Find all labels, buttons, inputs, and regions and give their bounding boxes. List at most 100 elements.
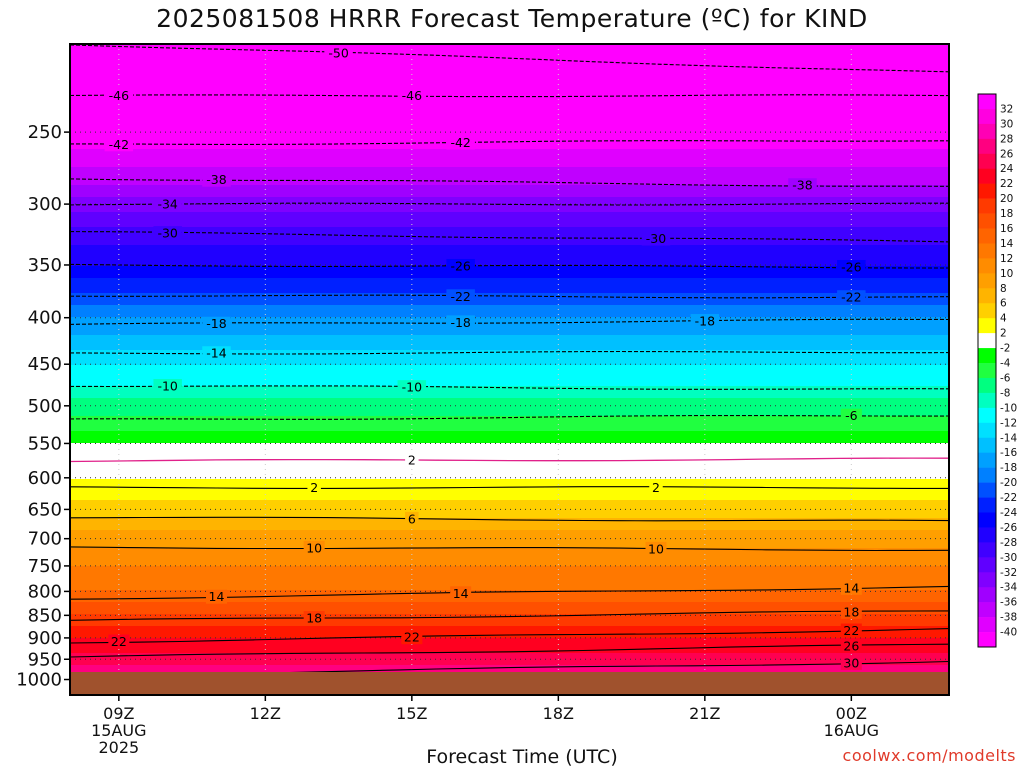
temperature-band	[70, 548, 949, 552]
temperature-band	[70, 260, 949, 264]
contour-label-background	[840, 408, 862, 423]
temperature-band	[70, 647, 949, 651]
colorbar-label: 6	[1000, 298, 1007, 310]
colorbar-swatch	[978, 138, 996, 155]
temperature-band	[70, 311, 949, 315]
temperature-band	[70, 173, 949, 177]
temperature-band	[70, 146, 949, 150]
temperature-band	[70, 383, 949, 387]
temperature-band	[70, 524, 949, 528]
temperature-band	[70, 494, 949, 498]
temperature-band	[70, 593, 949, 597]
contour-label-background	[303, 540, 325, 555]
temperature-band	[70, 452, 949, 456]
colorbar-label: 32	[1000, 103, 1013, 115]
colorbar-label: 4	[1000, 313, 1007, 325]
x-tick-label: 09Z	[103, 704, 134, 723]
temperature-band	[70, 92, 949, 96]
temperature-band	[70, 287, 949, 291]
contour-label-background	[104, 88, 134, 103]
temperature-band	[70, 158, 949, 162]
temperature-band	[70, 401, 949, 405]
colorbar-swatch	[978, 407, 996, 424]
temperature-band	[70, 113, 949, 117]
temperature-band	[70, 179, 949, 183]
temperature-band	[70, 137, 949, 141]
contour-line	[70, 385, 949, 390]
temperature-band	[70, 395, 949, 399]
temperature-band	[70, 620, 949, 624]
contour-label-background	[840, 604, 862, 619]
contour-label-background	[840, 623, 862, 638]
contour-label: -38	[792, 178, 812, 193]
temperature-band	[70, 161, 949, 165]
temperature-band	[70, 500, 949, 504]
y-tick-label: 950	[28, 649, 62, 670]
colorbar-swatch	[978, 258, 996, 274]
temperature-band	[70, 80, 949, 84]
contour-label: -38	[206, 172, 226, 187]
temperature-band	[70, 215, 949, 219]
temperature-band	[70, 662, 949, 666]
colorbar-label: 30	[1000, 118, 1013, 130]
colorbar-label: -26	[1000, 522, 1017, 534]
colorbar-label: -30	[1000, 552, 1017, 564]
temperature-band	[70, 149, 949, 153]
x-tick-label: 12Z	[250, 704, 281, 723]
contour-line	[70, 486, 949, 489]
contour-label: -18	[695, 314, 715, 329]
contour-line	[70, 415, 949, 420]
temperature-band	[70, 185, 949, 189]
temperature-band	[70, 464, 949, 468]
contour-label: -42	[450, 135, 470, 150]
temperature-band	[70, 77, 949, 81]
temperature-band	[70, 254, 949, 258]
temperature-band	[70, 125, 949, 129]
contour-line	[70, 140, 949, 145]
temperature-band	[70, 101, 949, 105]
temperature-band	[70, 353, 949, 357]
colorbar-label: -40	[1000, 627, 1017, 639]
temperature-band	[70, 119, 949, 123]
temperature-band	[70, 458, 949, 462]
temperature-band	[70, 545, 949, 549]
contour-label-background	[837, 259, 866, 274]
contour-label-background	[397, 88, 427, 103]
contour-label-background	[206, 589, 227, 604]
colorbar-swatch	[978, 228, 996, 244]
temperature-band	[70, 332, 949, 336]
contour-line	[70, 610, 949, 621]
temperature-band	[70, 530, 949, 534]
temperature-band	[70, 239, 949, 243]
contour-label: 22	[111, 634, 127, 649]
temperature-band	[70, 611, 949, 615]
contour-line	[70, 44, 949, 73]
contour-label: 2	[408, 453, 416, 468]
temperature-band	[70, 281, 949, 285]
temperature-band	[70, 479, 949, 483]
temperature-band	[70, 212, 949, 216]
contour-label: -18	[450, 315, 470, 330]
y-tick-label: 400	[28, 308, 62, 329]
temperature-band	[70, 188, 949, 192]
temperature-band	[70, 584, 949, 588]
colorbar-label: -18	[1000, 462, 1017, 474]
temperature-band	[70, 329, 949, 333]
temperature-band	[70, 371, 949, 375]
temperature-band	[70, 587, 949, 591]
temperature-band	[70, 605, 949, 609]
temperature-band	[70, 275, 949, 279]
colorbar-swatch	[978, 452, 996, 468]
contour-line	[70, 263, 949, 269]
temperature-band	[70, 164, 949, 168]
temperature-band	[70, 65, 949, 69]
temperature-band	[70, 356, 949, 360]
contour-label-background	[324, 45, 353, 60]
temperature-band	[70, 305, 949, 309]
temperature-band	[70, 431, 949, 435]
colorbar-swatch	[978, 288, 996, 304]
temperature-band	[70, 551, 949, 555]
contour-line	[70, 643, 949, 658]
temperature-band	[70, 404, 949, 408]
colorbar-swatch	[978, 377, 996, 394]
